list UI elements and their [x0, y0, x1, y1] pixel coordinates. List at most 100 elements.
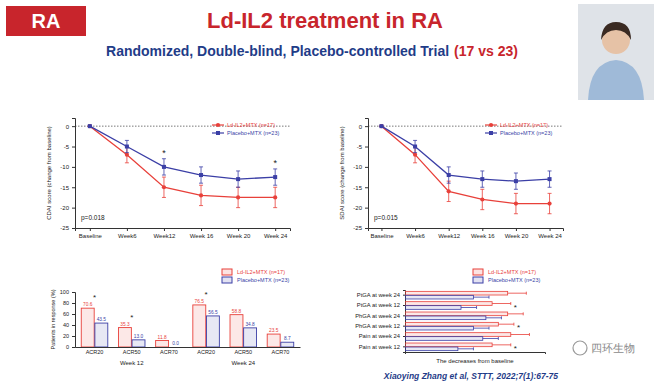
- tick: Week 24: [264, 228, 288, 239]
- group-label: Week 24: [231, 360, 255, 366]
- tick-label: Week 16: [471, 233, 495, 239]
- tick-mark: [72, 303, 75, 304]
- tick: Week6: [118, 228, 137, 239]
- tick-label: Week 16: [190, 233, 214, 239]
- tick: Week12: [438, 228, 461, 239]
- tick: Week 20: [505, 228, 529, 239]
- tick: Week 16: [190, 228, 214, 239]
- tick-label: 20: [63, 333, 69, 339]
- tick-mark: [72, 292, 75, 293]
- axis: BaselineWeek6Week12Week 16Week 20Week 24: [76, 228, 291, 239]
- error-bar: [548, 193, 552, 213]
- tick-mark: [90, 228, 91, 231]
- bar: [95, 323, 108, 347]
- tick-label: Pain at week 12: [359, 344, 400, 350]
- error-bar: [514, 193, 518, 213]
- data-label: 35.3: [120, 322, 130, 327]
- axis: BaselineWeek6Week12Week 16Week 20Week 24: [369, 228, 564, 239]
- data-point: [447, 189, 451, 193]
- tick: PhGA at week 12: [355, 323, 405, 329]
- tick-mark: [72, 314, 75, 315]
- significance: *: [93, 293, 96, 302]
- group-label: Week 12: [120, 360, 144, 366]
- tick: 60: [63, 311, 75, 317]
- error-bar: [458, 347, 474, 350]
- tick: -15: [353, 185, 368, 191]
- data-label: 58.8: [232, 309, 242, 314]
- error-bar: [498, 323, 514, 326]
- legend-marker: [216, 131, 220, 135]
- significance: *: [162, 148, 166, 158]
- tick: Week 16: [471, 228, 495, 239]
- bar: [169, 347, 182, 348]
- tick: PtGA at week 24: [357, 292, 405, 298]
- error-bar: [480, 189, 484, 209]
- legend-marker: [216, 123, 220, 127]
- bar: [118, 328, 131, 347]
- bar: [405, 322, 498, 326]
- data-point: [199, 173, 203, 177]
- tick-mark: [365, 208, 368, 209]
- bar: [405, 291, 508, 295]
- significance: *: [514, 303, 517, 312]
- error-bar: [486, 316, 502, 319]
- watermark: 四环生物: [573, 341, 635, 355]
- tick: 0: [359, 124, 368, 130]
- tick: PtGA at week 12: [357, 302, 405, 308]
- error-bar: [514, 173, 518, 189]
- error-bar: [473, 327, 489, 330]
- data-point: [547, 201, 551, 205]
- watermark-icon: [573, 341, 587, 355]
- tick: ACR50: [234, 347, 252, 355]
- tick-label: -5: [357, 144, 363, 150]
- tick: -5: [64, 144, 75, 150]
- error-bar: [473, 296, 489, 299]
- bar: [405, 333, 511, 337]
- axis-line: [365, 119, 369, 229]
- legend-item: Placebo+MTX (n=23): [222, 277, 289, 283]
- data-point: [162, 165, 166, 169]
- data-label: 13.0: [134, 334, 144, 339]
- tick-label: ACR50: [123, 349, 141, 355]
- bar-chart: 020406080100ACR20ACR50ACR70ACR20ACR50ACR…: [50, 269, 301, 366]
- tick-mark: [127, 228, 128, 231]
- tick-label: 100: [60, 289, 69, 295]
- line-chart: -25-20-15-10-50BaselineWeek6Week12Week 1…: [46, 119, 291, 240]
- data-point: [273, 195, 277, 199]
- data-point: [199, 193, 203, 197]
- tick-label: 40: [63, 322, 69, 328]
- tag-box: [6, 6, 86, 36]
- tick-label: Week 20: [227, 233, 251, 239]
- data-point: [273, 175, 277, 179]
- tick-mark: [415, 228, 416, 231]
- series-line: [90, 126, 275, 197]
- tick-mark: [482, 228, 483, 231]
- bar: [267, 334, 280, 347]
- bar: [405, 337, 483, 341]
- tick-label: Week12: [154, 233, 177, 239]
- error-bar: [447, 167, 451, 183]
- tick-label: ACR70: [272, 349, 290, 355]
- data-label: 70.6: [83, 302, 93, 307]
- tag-text: RA: [32, 10, 61, 32]
- legend-item: Placebo+MTX (n=23): [485, 130, 552, 136]
- tick: -5: [357, 144, 368, 150]
- legend-label: Ld-IL2+MTX (n=17): [488, 269, 536, 275]
- legend-label: Placebo+MTX (n=23): [488, 277, 540, 283]
- legend-item: Ld-IL2+MTX (n=17): [485, 122, 548, 128]
- data-point: [125, 153, 129, 157]
- tick-label: Week 24: [264, 233, 288, 239]
- photo-bg: [578, 4, 654, 100]
- tick-label: -15: [60, 185, 69, 191]
- bar: [405, 347, 458, 351]
- tick: -10: [353, 164, 368, 170]
- legend-swatch: [222, 277, 232, 283]
- data-point: [88, 124, 92, 128]
- bar: [281, 342, 294, 347]
- tick: Pain at week 24: [359, 333, 405, 339]
- tick-label: Week6: [118, 233, 137, 239]
- title: Ld-IL2 treatment in RA: [207, 8, 443, 33]
- line-chart: -25-20-15-10-50BaselineWeek6Week12Week 1…: [339, 119, 564, 240]
- tick: 80: [63, 300, 75, 306]
- tick-label: PhGA at week 12: [355, 323, 400, 329]
